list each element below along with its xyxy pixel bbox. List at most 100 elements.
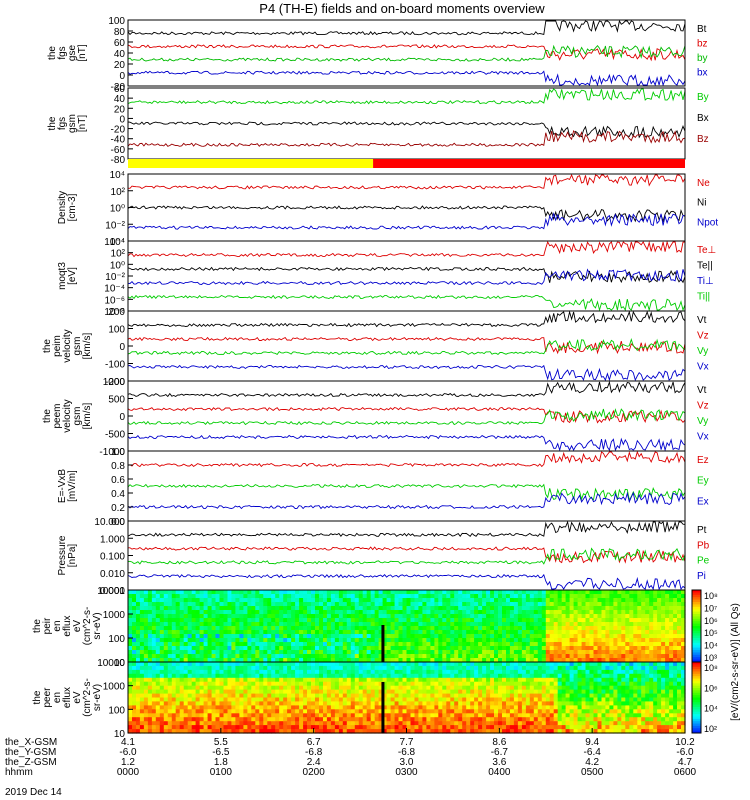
spectrogram-cell — [490, 689, 495, 695]
spectrogram-cell — [167, 606, 173, 611]
spectrogram-cell — [366, 622, 372, 627]
spectrogram-cell — [207, 685, 213, 691]
spectrogram-cell — [307, 685, 312, 691]
spectrogram-cell — [382, 614, 388, 619]
spectrogram-cell — [537, 697, 543, 702]
spectrogram-cell — [358, 602, 364, 607]
spectrogram-cell — [521, 701, 527, 706]
spectrogram-cell — [155, 654, 161, 659]
spectrogram-cell — [183, 622, 189, 627]
spectrogram-cell — [410, 669, 416, 675]
spectrogram-cell — [585, 725, 591, 730]
spectrogram-cell — [525, 673, 531, 679]
spectrogram-cell — [430, 701, 435, 706]
spectrogram-cell — [211, 729, 217, 734]
spectrogram-cell — [426, 590, 431, 595]
spectrogram-cell — [450, 725, 455, 730]
spectrogram-cell — [315, 594, 320, 599]
spectrogram-cell — [561, 594, 567, 599]
spectrogram-cell — [486, 717, 491, 722]
spectrogram-cell — [486, 673, 491, 679]
spectrogram-cell — [621, 721, 626, 726]
spectrogram-cell — [175, 681, 181, 687]
spectrogram-cell — [338, 689, 344, 695]
spectrogram-cell — [136, 614, 141, 619]
spectrogram-cell — [390, 725, 396, 730]
spectrogram-cell — [311, 630, 316, 635]
spectrogram-cell — [474, 650, 479, 655]
spectrogram-cell — [211, 662, 217, 667]
spectrogram-cell — [422, 693, 427, 699]
spectrogram-cell — [506, 681, 511, 687]
spectrogram-cell — [179, 650, 185, 655]
spectrogram-cell — [410, 642, 416, 647]
spectrogram-cell — [486, 650, 491, 655]
spectrogram-cell — [541, 622, 547, 627]
spectrogram-cell — [474, 638, 479, 643]
spectrogram-cell — [243, 642, 248, 647]
spectrogram-cell — [287, 729, 292, 734]
spectrogram-cell — [267, 614, 272, 619]
spectrogram-cell — [211, 693, 217, 699]
spectrogram-cell — [641, 650, 646, 655]
spectrogram-cell — [458, 717, 463, 722]
spectrogram-cell — [382, 610, 388, 615]
spectrogram-cell — [509, 709, 515, 714]
spectrogram-cell — [593, 721, 599, 726]
spectrogram-cell — [187, 685, 193, 691]
spectrogram-cell — [513, 614, 519, 619]
spectrogram-cell — [231, 701, 236, 706]
spectrogram-cell — [139, 709, 145, 714]
spectrogram-cell — [271, 594, 276, 599]
spectrogram-cell — [422, 705, 427, 710]
spectrogram-cell — [470, 606, 475, 611]
spectrogram-cell — [207, 602, 213, 607]
spectrogram-cell — [561, 689, 567, 695]
spectrogram-cell — [569, 685, 575, 691]
spectrogram-cell — [215, 697, 221, 702]
y-tick-label: 0.4 — [111, 489, 125, 500]
spectrogram-cell — [426, 598, 431, 603]
spectrogram-cell — [139, 689, 145, 695]
spectrogram-cell — [605, 658, 610, 663]
spectrogram-cell — [167, 622, 173, 627]
spectrogram-cell — [549, 705, 555, 710]
spectrogram-cell — [251, 618, 256, 623]
spectrogram-cell — [502, 697, 507, 702]
spectrogram-cell — [291, 673, 296, 679]
spectrogram-cell — [625, 658, 630, 663]
spectrogram-cell — [525, 658, 531, 663]
spectrogram-cell — [187, 665, 193, 671]
spectrogram-cell — [609, 606, 614, 611]
spectrogram-cell — [529, 650, 535, 655]
spectrogram-cell — [418, 638, 423, 643]
spectrogram-cell — [191, 665, 197, 671]
spectrogram-cell — [601, 650, 607, 655]
spectrogram-cell — [132, 618, 137, 623]
spectrogram-cell — [525, 646, 531, 651]
spectrogram-cell — [394, 610, 400, 615]
spectrogram-cell — [139, 594, 145, 599]
spectrogram-cell — [167, 590, 173, 595]
spectrogram-cell — [490, 606, 495, 611]
spectrogram-cell — [128, 602, 133, 607]
spectrogram-cell — [645, 626, 650, 631]
spectrogram-cell — [517, 642, 523, 647]
spectrogram-cell — [601, 721, 607, 726]
spectrogram-cell — [227, 697, 233, 702]
spectrogram-cell — [545, 630, 551, 635]
spectrogram-cell — [645, 634, 650, 639]
spectrogram-cell — [569, 610, 575, 615]
spectrogram-cell — [147, 594, 153, 599]
spectrogram-cell — [199, 685, 205, 691]
spectrogram-cell — [136, 693, 141, 699]
spectrogram-cell — [342, 693, 348, 699]
spectrogram-cell — [506, 717, 511, 722]
spectrogram-cell — [183, 693, 189, 699]
spectrogram-cell — [171, 646, 177, 651]
spectrogram-cell — [565, 665, 571, 671]
spectrogram-cell — [207, 618, 213, 623]
spectrogram-cell — [319, 610, 324, 615]
spectrogram-cell — [601, 642, 607, 647]
